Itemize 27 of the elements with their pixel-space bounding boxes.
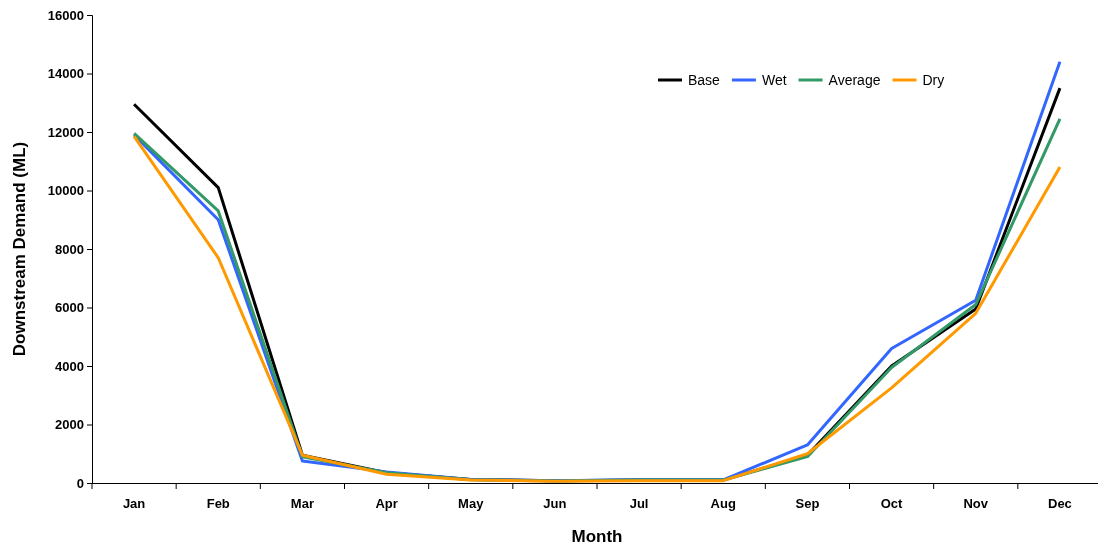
- y-tick-label: 8000: [55, 241, 84, 257]
- x-tick-label: Jun: [543, 496, 567, 512]
- x-tick-label: Mar: [290, 496, 314, 512]
- x-tick-label: Nov: [963, 496, 989, 512]
- x-tick-label: Dec: [1047, 496, 1072, 512]
- y-tick-label: 2000: [55, 417, 84, 433]
- x-tick-label: Sep: [795, 496, 820, 512]
- y-tick-label: 14000: [47, 66, 84, 82]
- x-axis-title: Month: [571, 527, 623, 544]
- legend-label: Dry: [922, 72, 945, 88]
- y-axis-title: Downstream Demand (ML): [10, 141, 29, 357]
- y-tick-label: 4000: [55, 358, 84, 374]
- x-tick-label: Feb: [206, 496, 230, 512]
- y-tick-label: 12000: [47, 124, 84, 140]
- x-tick-label: Aug: [710, 496, 736, 512]
- legend-label: Base: [688, 72, 721, 88]
- legend-label: Average: [828, 72, 881, 88]
- x-tick-label: Apr: [375, 496, 398, 512]
- x-tick-label: Jul: [629, 496, 649, 512]
- y-tick-label: 10000: [47, 183, 84, 199]
- x-tick-label: May: [458, 496, 485, 512]
- y-tick-label: 16000: [47, 7, 84, 23]
- legend-label: Wet: [761, 72, 787, 88]
- x-tick-label: Jan: [122, 496, 146, 512]
- x-tick-label: Oct: [880, 496, 904, 512]
- y-tick-label: 0: [76, 475, 84, 491]
- y-tick-label: 6000: [55, 300, 84, 316]
